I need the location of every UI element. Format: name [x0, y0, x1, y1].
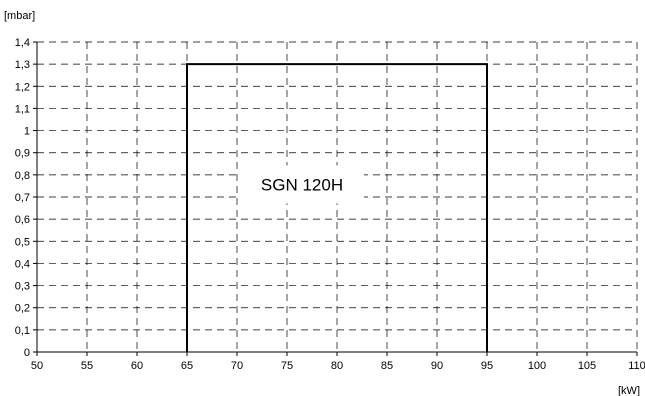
y-tick-label: 0,4	[15, 258, 30, 270]
x-tick-label: 50	[31, 360, 43, 372]
y-tick-label: 0,2	[15, 303, 30, 315]
x-tick-label: 85	[381, 360, 393, 372]
y-tick-label: 0,7	[15, 192, 30, 204]
y-tick-label: 1,2	[15, 81, 30, 93]
x-axis-unit-label: [kW]	[618, 385, 640, 396]
x-tick-label: 65	[181, 360, 193, 372]
x-tick-label: 95	[481, 360, 493, 372]
y-tick-label: 0,6	[15, 214, 30, 226]
grid-layer	[37, 41, 638, 352]
annotation-backdrop	[240, 165, 364, 204]
tick-label-layer: 50 55 60 65 70 75 80 85 90 95 100 105 110 0 0,1 0,2 0,3 0…	[15, 37, 645, 372]
annotation-layer: SGN 120H	[240, 165, 364, 204]
x-tick-label: 100	[528, 360, 546, 372]
y-tick-label: 0,5	[15, 236, 30, 248]
y-tick-label: 1,3	[15, 59, 30, 71]
x-tick-label: 90	[431, 360, 443, 372]
series-line	[186, 63, 488, 352]
y-tick-label: 1,4	[15, 37, 30, 49]
y-tick-label: 0,1	[15, 325, 30, 337]
y-tick-label: 0,9	[15, 148, 30, 160]
x-tick-label: 80	[331, 360, 343, 372]
x-tick-label: 60	[131, 360, 143, 372]
series-annotation-label: SGN 120H	[261, 175, 343, 194]
y-tick-label: 0,8	[15, 170, 30, 182]
y-tick-label: 0,3	[15, 281, 30, 293]
x-tick-label: 70	[231, 360, 243, 372]
y-tick-label: 1,1	[15, 103, 30, 115]
y-tick-label: 0	[24, 347, 30, 359]
y-axis-unit-label: [mbar]	[4, 10, 35, 22]
x-tick-label: 55	[81, 360, 93, 372]
x-tick-label: 75	[281, 360, 293, 372]
series-layer	[186, 63, 488, 352]
y-tick-label: 1	[24, 126, 30, 138]
x-tick-label: 110	[628, 360, 645, 372]
axis-layer	[33, 41, 638, 356]
x-tick-label: 105	[578, 360, 596, 372]
